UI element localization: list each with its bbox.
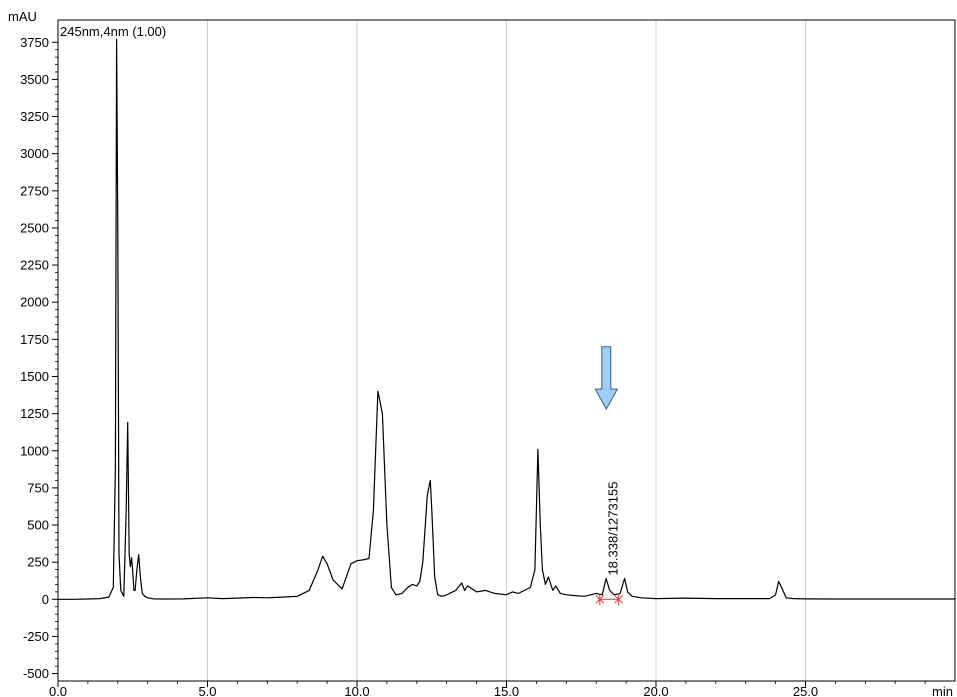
y-tick-label: 250 [27, 555, 49, 570]
integration-mark [595, 593, 605, 606]
y-tick-label: 3000 [20, 146, 49, 161]
x-tick-label: 5.0 [198, 684, 216, 697]
y-tick-label: -250 [23, 629, 49, 644]
annotations: 18.338/1273155 [594, 346, 623, 606]
x-tick-label: 0.0 [49, 684, 67, 697]
y-tick-label: 1500 [20, 369, 49, 384]
y-tick-label: 1750 [20, 332, 49, 347]
integration-mark [614, 593, 623, 606]
y-tick-label: 3750 [20, 35, 49, 50]
y-tick-label: 500 [27, 518, 49, 533]
y-tick-label: 1000 [20, 443, 49, 458]
x-axis: 0.0 5.0 10.0 15.0 20.0 25.0 [49, 681, 926, 697]
y-tick-label: 2750 [20, 183, 49, 198]
grid-lines [207, 20, 806, 681]
y-tick-label: 3500 [20, 72, 49, 87]
y-tick-label: 2250 [20, 258, 49, 273]
y-tick-label: 2000 [20, 295, 49, 310]
y-tick-label: 1250 [20, 406, 49, 421]
y-tick-label: 0 [42, 592, 49, 607]
x-axis-unit: min [932, 684, 953, 697]
trace-line [58, 38, 955, 600]
peak-label: 18.338/1273155 [605, 482, 620, 576]
y-tick-label: 3250 [20, 109, 49, 124]
x-tick-label: 15.0 [494, 684, 519, 697]
y-axis: 3750350032503000275025002250200017501500… [20, 35, 58, 681]
x-tick-label: 20.0 [643, 684, 668, 697]
x-tick-label: 10.0 [344, 684, 369, 697]
channel-label: 245nm,4nm (1.00) [60, 24, 166, 39]
y-tick-label: -500 [23, 666, 49, 681]
chromatogram-trace [58, 38, 955, 600]
x-tick-label: 25.0 [793, 684, 818, 697]
y-tick-label: 2500 [20, 220, 49, 235]
down-arrow-icon [594, 346, 619, 411]
y-axis-unit: mAU [8, 9, 37, 24]
y-tick-label: 750 [27, 480, 49, 495]
